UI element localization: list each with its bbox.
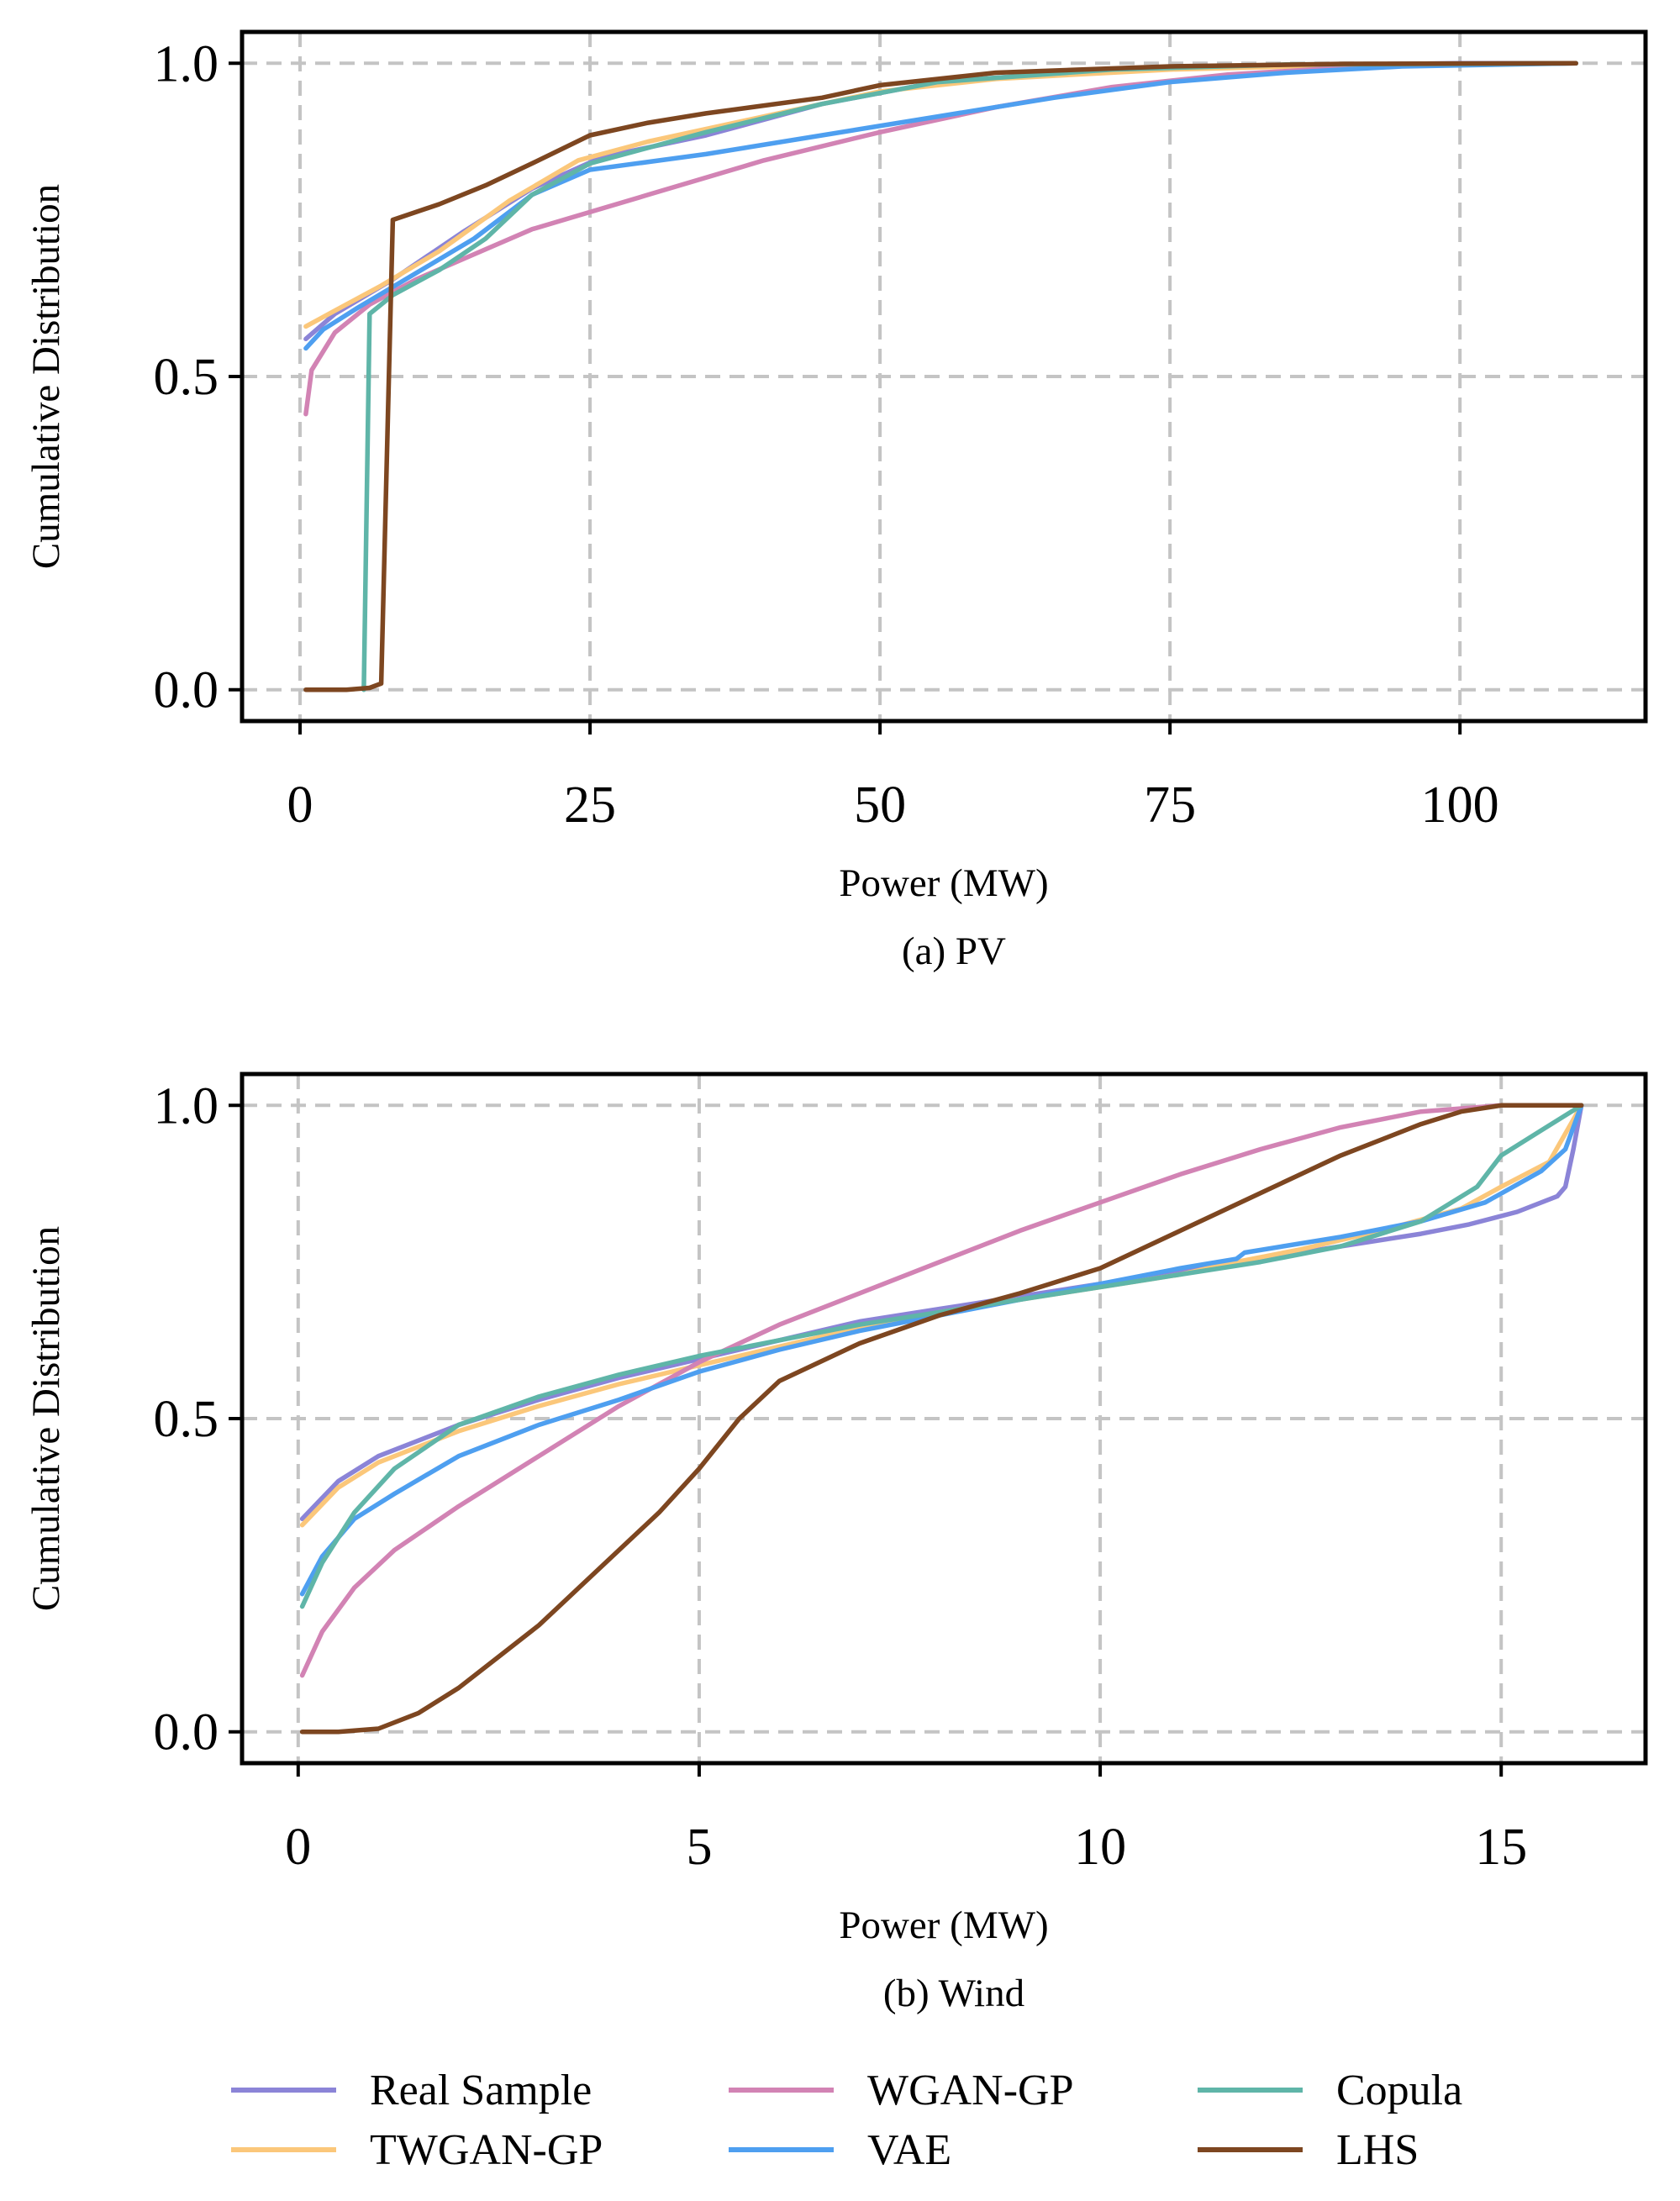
legend-label: WGAN-GP bbox=[867, 2067, 1074, 2114]
x-tick-label: 25 bbox=[564, 777, 616, 834]
legend-item-copula: Copula bbox=[1198, 2067, 1462, 2114]
x-tick-label: 10 bbox=[1074, 1819, 1126, 1876]
y-tick-label: 1.0 bbox=[154, 1077, 219, 1135]
x-tick-label: 0 bbox=[285, 1819, 311, 1876]
legend-label: VAE bbox=[867, 2126, 951, 2174]
legend-label: Copula bbox=[1336, 2067, 1462, 2114]
wind-cdf-chart: 0 5 10 15 0.0 0.5 1.0 Power (MW) Cumulative Dist… bbox=[24, 1072, 1648, 2015]
y-tick-label: 1.0 bbox=[154, 35, 219, 92]
wind-series-wgan-gp bbox=[299, 1103, 1584, 1678]
legend-label: LHS bbox=[1336, 2126, 1419, 2174]
x-axis-label: Power (MW) bbox=[839, 1903, 1048, 1947]
pv-cdf-chart: 0 25 50 75 100 0.0 0.5 1.0 Power (MW) Cumulative … bbox=[24, 29, 1648, 973]
y-tick-label: 0.0 bbox=[154, 1704, 219, 1761]
legend-item-wgan-gp: WGAN-GP bbox=[729, 2067, 1074, 2114]
x-tick-label: 5 bbox=[686, 1819, 712, 1876]
legend-item-lhs: LHS bbox=[1198, 2126, 1419, 2174]
legend-label: Real Sample bbox=[370, 2067, 592, 2114]
y-tick-label: 0.5 bbox=[154, 349, 219, 406]
legend-item-twgan-gp: TWGAN-GP bbox=[231, 2126, 603, 2174]
pv-series-twgan-gp bbox=[303, 61, 1578, 329]
wind-series-vae bbox=[299, 1103, 1584, 1597]
pv-series-vae bbox=[303, 61, 1578, 351]
legend: Real Sample WGAN-GP Copula TWGAN-GP VAE LHS bbox=[231, 2067, 1462, 2174]
panel-caption: (a) PV bbox=[902, 929, 1006, 973]
wind-series-lhs bbox=[299, 1103, 1584, 1735]
plot-frame bbox=[240, 1072, 1648, 1766]
legend-label: TWGAN-GP bbox=[370, 2126, 603, 2174]
x-tick-label: 100 bbox=[1421, 777, 1499, 834]
pv-series-real-sample bbox=[303, 61, 1578, 342]
x-axis-label: Power (MW) bbox=[839, 861, 1048, 905]
panel-caption: (b) Wind bbox=[883, 1972, 1024, 2015]
plot-frame bbox=[240, 29, 1648, 724]
pv-series-lhs bbox=[303, 61, 1578, 692]
y-axis-label: Cumulative Distribution bbox=[24, 1226, 68, 1611]
y-tick-label: 0.0 bbox=[154, 662, 219, 719]
x-tick-label: 0 bbox=[287, 777, 313, 834]
y-axis-label: Cumulative Distribution bbox=[24, 184, 68, 569]
x-tick-label: 15 bbox=[1475, 1819, 1527, 1876]
y-tick-label: 0.5 bbox=[154, 1391, 219, 1448]
x-tick-label: 50 bbox=[854, 777, 906, 834]
legend-item-vae: VAE bbox=[729, 2126, 951, 2174]
wind-series-copula bbox=[299, 1103, 1584, 1609]
legend-item-real-sample: Real Sample bbox=[231, 2067, 592, 2114]
x-tick-label: 75 bbox=[1144, 777, 1196, 834]
